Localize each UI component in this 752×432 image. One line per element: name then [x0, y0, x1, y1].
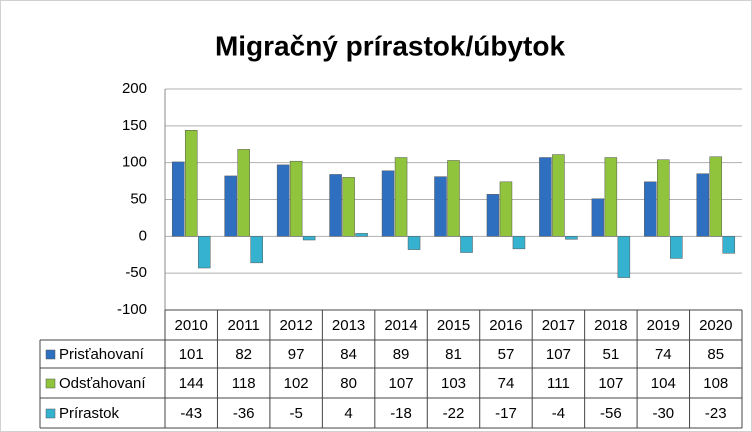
x-tick-label: 2020 [699, 317, 732, 334]
bar [184, 130, 198, 237]
bar [342, 177, 355, 237]
bar [447, 160, 460, 237]
x-tick-label: 2019 [647, 317, 680, 334]
legend-swatch [45, 349, 56, 360]
y-tick-label: 50 [130, 190, 147, 207]
data-label: -43 [180, 405, 202, 422]
bar [670, 236, 683, 259]
data-label: 51 [603, 346, 620, 363]
bar [709, 156, 723, 237]
bar [722, 236, 736, 254]
bar [329, 174, 342, 237]
y-tick-label: -50 [125, 264, 147, 281]
data-label: 85 [707, 346, 724, 363]
legend-label: Prírastok [59, 405, 120, 422]
data-label: 97 [288, 346, 305, 363]
x-tick-label: 2012 [279, 317, 312, 334]
data-label: -36 [233, 405, 255, 422]
data-label: -5 [289, 405, 302, 422]
data-label: -56 [600, 405, 622, 422]
data-label: 84 [340, 346, 357, 363]
x-tick-label: 2013 [332, 317, 365, 334]
bar [604, 157, 618, 237]
legend-swatch [45, 378, 56, 389]
x-tick-label: 2011 [228, 317, 260, 334]
bar [512, 236, 526, 250]
data-label: -4 [552, 405, 565, 422]
x-tick-label: 2016 [489, 317, 522, 334]
bar [591, 198, 605, 237]
chart-title: Migračný prírastok/úbytok [215, 30, 566, 61]
bar [460, 236, 473, 253]
data-label: 103 [441, 375, 466, 392]
bar [552, 154, 565, 237]
bar [486, 194, 500, 237]
data-label: -30 [652, 405, 674, 422]
x-tick-label: 2017 [542, 317, 575, 334]
x-tick-label: 2018 [594, 317, 627, 334]
data-label: 107 [598, 375, 623, 392]
bar [644, 181, 657, 237]
data-label: 74 [498, 375, 515, 392]
data-label: 82 [235, 346, 252, 363]
y-tick-label: 200 [122, 80, 147, 97]
bar [237, 149, 250, 237]
data-label: -23 [705, 405, 727, 422]
bar [696, 173, 710, 237]
data-label: 4 [344, 405, 352, 422]
data-label: 81 [445, 346, 462, 363]
bar [302, 236, 316, 241]
legend-label: Prisťahovaní [59, 346, 145, 363]
bar [224, 175, 237, 237]
legend-label: Odsťahovaní [59, 375, 146, 392]
data-label: -18 [390, 405, 412, 422]
bar [250, 236, 263, 264]
data-label: -17 [495, 405, 517, 422]
data-label: 101 [179, 346, 204, 363]
bar [565, 236, 578, 240]
y-tick-label: -100 [117, 301, 147, 318]
data-label: 102 [284, 375, 309, 392]
y-tick-label: 0 [139, 227, 147, 244]
bar [657, 159, 670, 237]
data-label: 89 [393, 346, 410, 363]
x-tick-label: 2015 [437, 317, 470, 334]
bar [499, 181, 513, 237]
data-label: 111 [547, 375, 570, 392]
x-tick-label: 2010 [175, 317, 208, 334]
data-label: 74 [655, 346, 672, 363]
bar [276, 164, 290, 237]
bar [355, 233, 368, 237]
data-label: 80 [340, 375, 357, 392]
bar [289, 160, 303, 237]
bar [197, 236, 211, 269]
bar [171, 161, 185, 237]
data-label: 104 [651, 375, 676, 392]
data-label: 107 [546, 346, 571, 363]
data-label: 107 [389, 375, 414, 392]
y-tick-label: 100 [122, 154, 147, 171]
data-label: 108 [703, 375, 728, 392]
data-label: 57 [498, 346, 515, 363]
y-tick-label: 150 [122, 117, 147, 134]
bar [407, 236, 421, 250]
bar [394, 157, 408, 237]
x-tick-label: 2014 [384, 317, 417, 334]
bar [434, 176, 447, 237]
data-label: -22 [443, 405, 465, 422]
bar [381, 170, 395, 237]
bar [539, 157, 552, 237]
data-label: 144 [179, 375, 204, 392]
bar [617, 236, 631, 278]
data-label: 118 [232, 375, 256, 392]
legend-swatch [45, 408, 56, 419]
